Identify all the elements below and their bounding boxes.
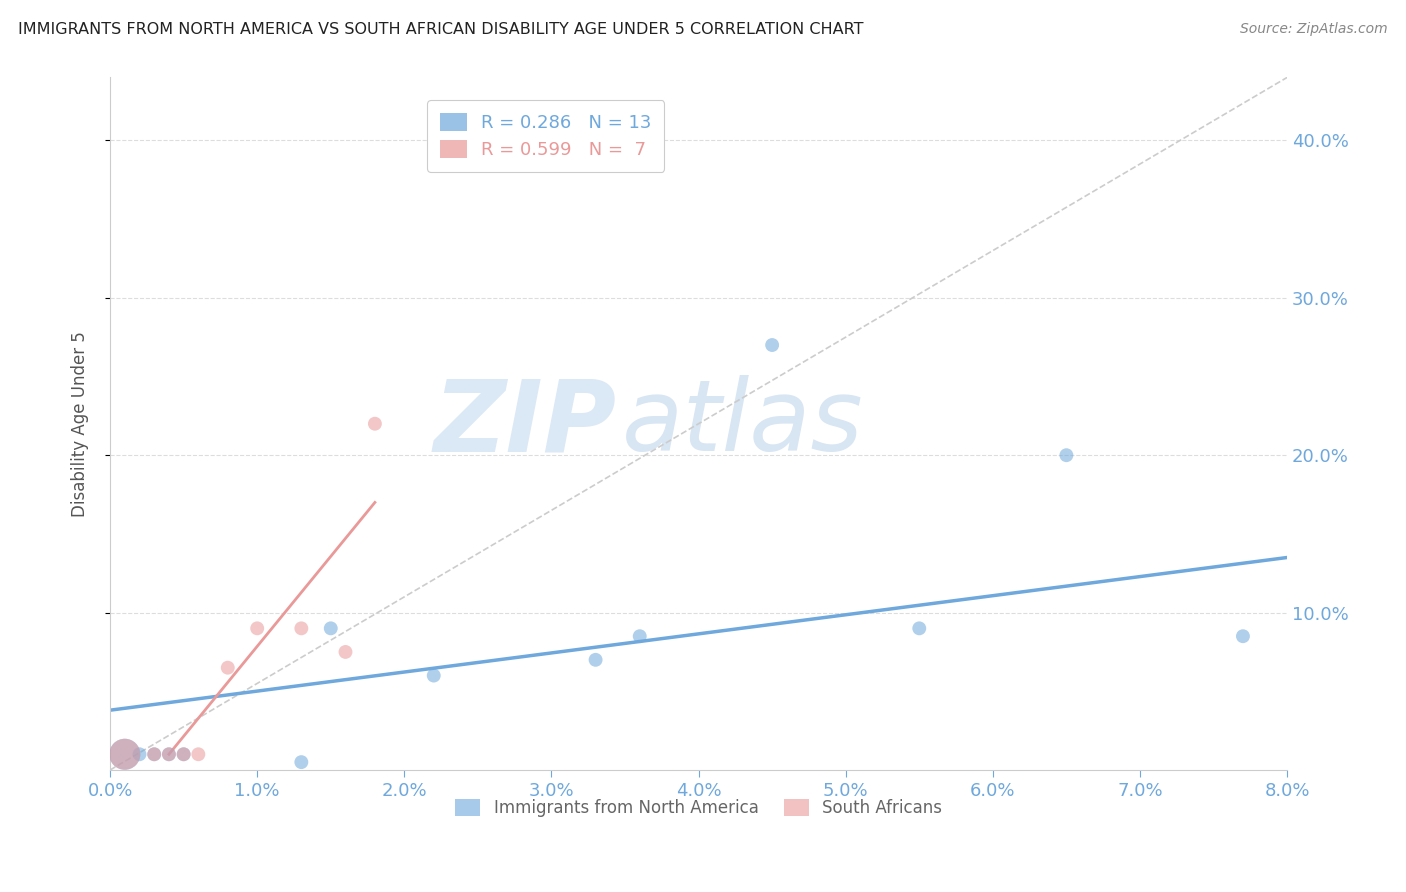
Legend: Immigrants from North America, South Africans: Immigrants from North America, South Afr…: [449, 792, 949, 824]
Point: [364, 417, 387, 431]
Point: [128, 747, 150, 762]
Point: [319, 621, 342, 635]
Point: [173, 747, 195, 762]
Point: [1054, 448, 1077, 462]
Point: [290, 755, 312, 769]
Text: atlas: atlas: [621, 376, 863, 472]
Point: [114, 747, 136, 762]
Text: IMMIGRANTS FROM NORTH AMERICA VS SOUTH AFRICAN DISABILITY AGE UNDER 5 CORRELATIO: IMMIGRANTS FROM NORTH AMERICA VS SOUTH A…: [18, 22, 863, 37]
Y-axis label: Disability Age Under 5: Disability Age Under 5: [72, 331, 89, 516]
Point: [290, 621, 312, 635]
Point: [1232, 629, 1254, 643]
Point: [628, 629, 651, 643]
Point: [114, 747, 136, 762]
Point: [157, 747, 180, 762]
Point: [173, 747, 195, 762]
Point: [187, 747, 209, 762]
Point: [761, 338, 783, 352]
Point: [143, 747, 166, 762]
Point: [335, 645, 357, 659]
Text: Source: ZipAtlas.com: Source: ZipAtlas.com: [1240, 22, 1388, 37]
Point: [157, 747, 180, 762]
Point: [217, 661, 239, 675]
Point: [246, 621, 269, 635]
Point: [908, 621, 931, 635]
Point: [585, 653, 607, 667]
Point: [423, 668, 446, 682]
Text: ZIP: ZIP: [433, 376, 616, 472]
Point: [143, 747, 166, 762]
